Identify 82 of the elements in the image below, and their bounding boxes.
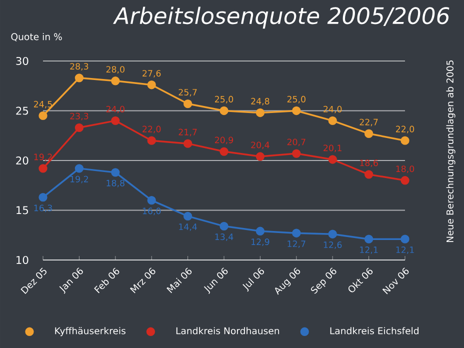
data-label: 20,7 xyxy=(287,138,306,146)
point xyxy=(147,136,156,145)
point xyxy=(38,111,48,120)
point xyxy=(147,196,156,205)
point xyxy=(74,74,84,82)
point xyxy=(220,147,228,156)
data-label: 25,0 xyxy=(287,96,306,104)
data-label: 28,0 xyxy=(106,66,124,74)
data-label: 19,2 xyxy=(34,154,52,162)
y-axis-title: Quote in % xyxy=(11,32,62,42)
point xyxy=(364,234,374,244)
data-label: 20,1 xyxy=(324,144,342,152)
data-label: 18,0 xyxy=(396,166,414,174)
y-tick-label: 25 xyxy=(16,106,28,115)
point xyxy=(220,222,228,230)
data-label: 12,6 xyxy=(324,242,342,249)
data-label: 13,4 xyxy=(215,234,234,241)
data-label: 28,3 xyxy=(70,63,88,71)
data-label: 18,6 xyxy=(360,160,378,168)
x-tick-label: Feb 06 xyxy=(94,268,120,294)
data-label: 18,8 xyxy=(106,180,124,188)
point xyxy=(256,152,265,161)
point xyxy=(328,155,337,164)
point xyxy=(256,226,265,236)
y-tick-label: 20 xyxy=(16,156,28,165)
data-label: 20,9 xyxy=(214,136,234,144)
data-label: 25,0 xyxy=(214,96,234,104)
x-tick-label: Dez 05 xyxy=(20,268,46,294)
data-label: 22,0 xyxy=(142,126,161,134)
x-tick-label: Jun 06 xyxy=(204,268,228,294)
chart-title: Arbeitslosenquote 2005/2006 xyxy=(112,6,450,29)
point xyxy=(292,228,301,238)
point xyxy=(400,136,410,145)
point xyxy=(183,99,192,108)
point xyxy=(38,164,48,173)
legend-label: Kyffhäuserkreis xyxy=(55,327,126,336)
text: Neue Berechnungsgrundlagen ab 2005 xyxy=(446,60,456,242)
point xyxy=(147,80,156,90)
point xyxy=(111,76,120,86)
data-label: 25,7 xyxy=(178,88,197,96)
data-label: 12,9 xyxy=(251,238,270,246)
x-tick-label: Sep 06 xyxy=(310,268,336,294)
data-label: 22,7 xyxy=(360,118,378,126)
legend-label: Landkreis Nordhausen xyxy=(176,327,280,334)
point xyxy=(400,234,410,244)
point xyxy=(111,168,120,177)
point xyxy=(328,116,337,126)
data-label: 22,0 xyxy=(396,126,414,134)
data-label: 24,8 xyxy=(251,98,270,106)
point xyxy=(74,123,84,132)
x-tick-label: Jul 06 xyxy=(242,268,264,292)
point xyxy=(364,170,374,179)
data-label: 27,6 xyxy=(142,70,161,78)
x-tick-label: Jan 06 xyxy=(59,268,83,294)
point xyxy=(74,164,84,173)
data-label: 21,7 xyxy=(178,128,197,136)
data-label: 24,5 xyxy=(34,100,52,108)
legend-label: Landkreis Eichsfeld xyxy=(330,327,418,334)
x-tick-label: Okt 06 xyxy=(348,268,373,292)
y-tick-label: 30 xyxy=(16,56,28,66)
data-label: 19,2 xyxy=(70,176,88,184)
data-label: 16,3 xyxy=(34,204,52,212)
data-label: 12,7 xyxy=(288,240,306,248)
point xyxy=(183,139,192,148)
data-label: 20,4 xyxy=(251,142,270,150)
point xyxy=(111,116,120,126)
data-label: 23,3 xyxy=(70,112,88,120)
data-label: 14,4 xyxy=(179,224,197,231)
point xyxy=(220,106,228,116)
point xyxy=(364,129,374,138)
x-tick-label: Mrz 06 xyxy=(130,268,156,294)
point xyxy=(256,108,265,118)
point xyxy=(38,192,48,202)
y-tick-label: 10 xyxy=(16,256,28,264)
point xyxy=(328,230,337,238)
point xyxy=(183,212,192,221)
point xyxy=(400,176,410,185)
data-label: 12,1 xyxy=(360,246,378,254)
data-label: 12,1 xyxy=(396,246,414,254)
point xyxy=(292,106,301,116)
point xyxy=(292,149,301,158)
y-tick-label: 15 xyxy=(16,206,28,214)
